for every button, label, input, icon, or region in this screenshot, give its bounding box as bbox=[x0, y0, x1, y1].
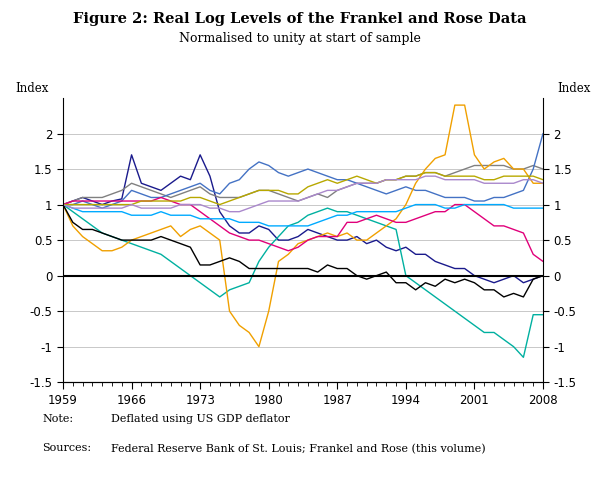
Text: Deflated using US GDP deflator: Deflated using US GDP deflator bbox=[111, 414, 290, 424]
Text: Index: Index bbox=[557, 82, 591, 95]
Text: Sources:: Sources: bbox=[42, 443, 91, 453]
Text: Note:: Note: bbox=[42, 414, 73, 424]
Text: Federal Reserve Bank of St. Louis; Frankel and Rose (this volume): Federal Reserve Bank of St. Louis; Frank… bbox=[111, 443, 485, 454]
Text: Figure 2: Real Log Levels of the Frankel and Rose Data: Figure 2: Real Log Levels of the Frankel… bbox=[73, 12, 527, 26]
Text: Normalised to unity at start of sample: Normalised to unity at start of sample bbox=[179, 32, 421, 45]
Text: Index: Index bbox=[15, 82, 49, 95]
